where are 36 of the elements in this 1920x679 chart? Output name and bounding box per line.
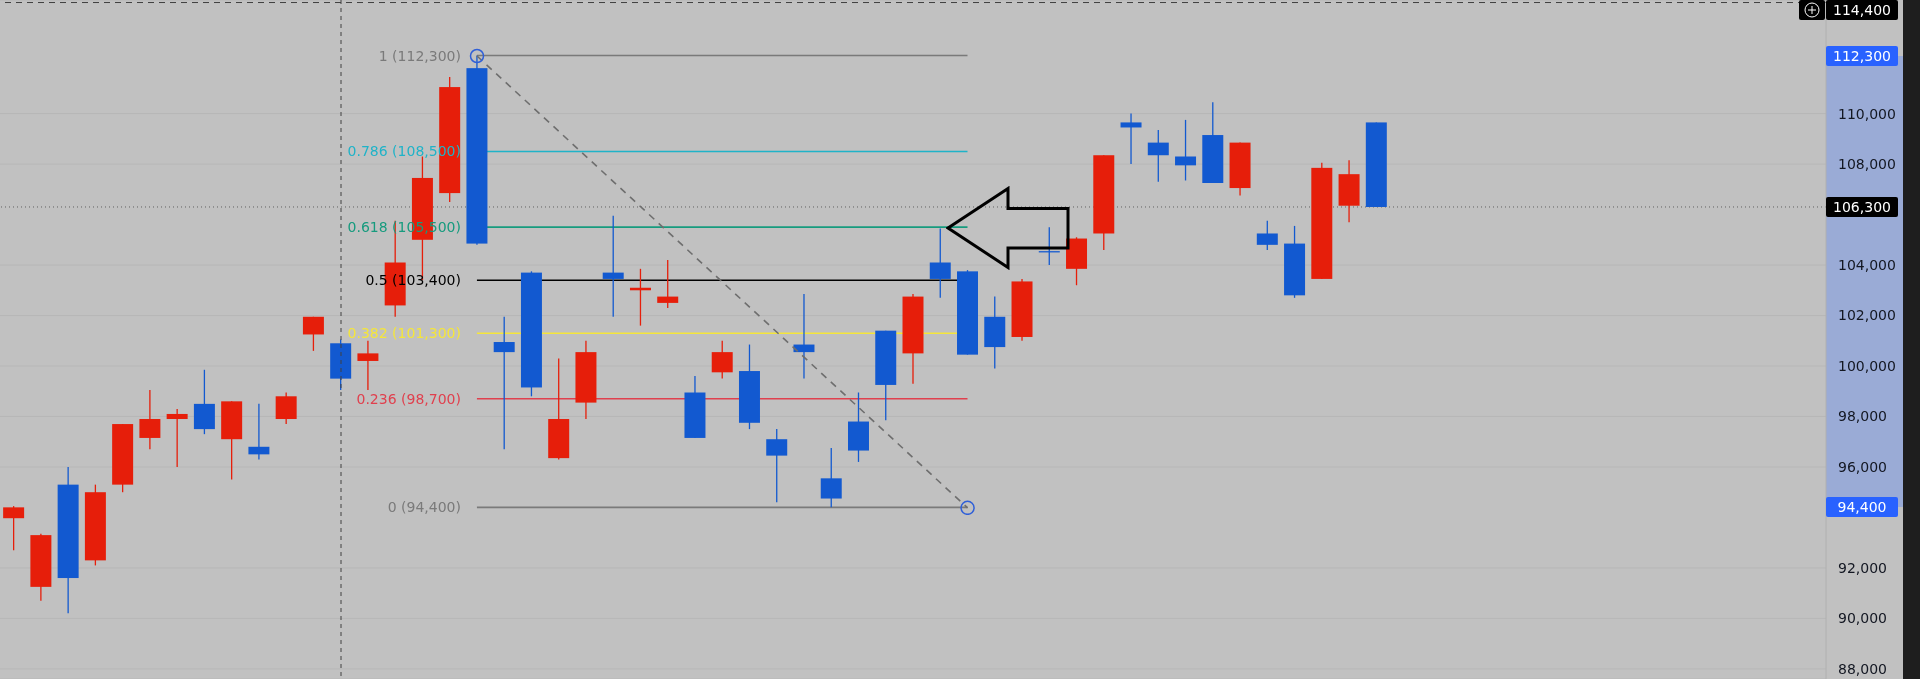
candlestick: [3, 505, 25, 551]
ref-line-label: 0 (94,400): [386, 498, 461, 517]
ref-line-label: 0.382 (101,300): [346, 324, 461, 343]
candlestick: [1175, 119, 1197, 182]
candlestick: [139, 389, 161, 450]
text: 112,300: [1826, 45, 1898, 66]
candlestick: [1256, 220, 1278, 251]
candlestick: [302, 316, 324, 352]
y-tick-label: 98,000: [1838, 408, 1887, 425]
y-tick-label: 104,000: [1838, 257, 1896, 274]
y-tick-label: 110,000: [1838, 105, 1896, 122]
y-tick-label: 92,000: [1838, 559, 1887, 576]
y-tick-label: 102,000: [1838, 307, 1896, 324]
candlestick: [166, 408, 188, 468]
candlestick: [711, 340, 733, 380]
ref-line-label: 106,300: [1826, 196, 1898, 217]
candlestick: [357, 340, 379, 391]
candlestick: [493, 316, 515, 450]
candlestick: [602, 215, 624, 318]
ref-line-label: 0.236 (98,700): [355, 389, 461, 408]
candlestick: [820, 447, 842, 509]
y-tick-label: 88,000: [1838, 660, 1887, 677]
candlestick: [766, 428, 788, 503]
candlestick: [657, 259, 679, 309]
candlestick: [929, 227, 951, 299]
candlestick: [248, 403, 270, 461]
y-tick-label: 96,000: [1838, 458, 1887, 475]
candlestick: [275, 391, 297, 425]
y-tick-label: 108,000: [1838, 156, 1896, 173]
text: 94,400: [1826, 497, 1898, 518]
ref-line-label: 1 (112,300): [377, 46, 461, 65]
y-tick-label: 90,000: [1838, 610, 1887, 627]
y-tick-label: 100,000: [1838, 357, 1896, 374]
candlestick: [1120, 112, 1142, 165]
ref-line-label: 114,400: [1826, 0, 1898, 20]
candlestick: [1147, 129, 1169, 183]
